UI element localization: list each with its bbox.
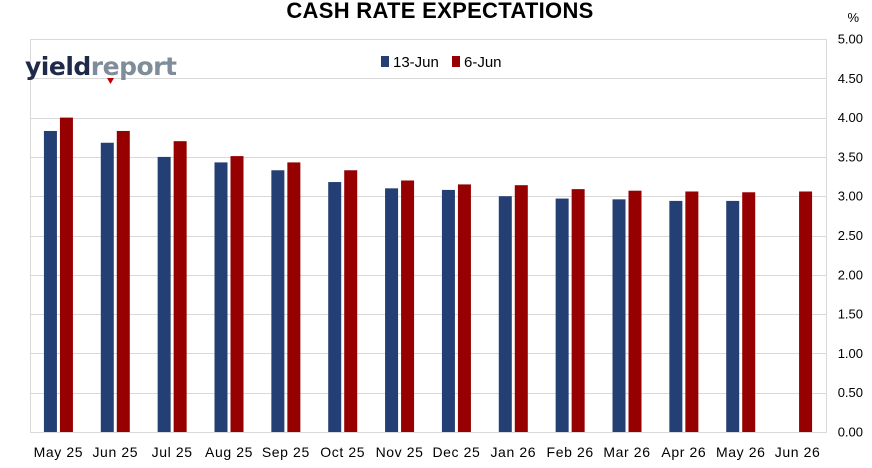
bar-series1 <box>441 189 455 432</box>
x-tick-label: Dec 25 <box>432 444 480 460</box>
y-tick-label: 3.50 <box>838 149 863 164</box>
x-tick-label: Apr 26 <box>661 444 706 460</box>
bar-series2 <box>287 162 301 433</box>
y-axis-ticks: 0.00 0.50 1.00 1.50 2.00 2.50 3.00 3.50 4.00 4.50… <box>838 32 863 440</box>
legend-label: 13-Jun <box>393 54 439 71</box>
bars <box>43 117 813 433</box>
x-tick-label: Aug 25 <box>205 444 253 460</box>
bar-series2 <box>344 170 358 432</box>
x-tick-label: May 26 <box>716 444 766 460</box>
legend-swatch <box>381 56 389 67</box>
plot-frame <box>30 39 827 433</box>
logo-accent-icon <box>107 78 114 84</box>
y-tick-label: 4.50 <box>838 71 863 86</box>
x-tick-label: Feb 26 <box>547 444 594 460</box>
bar-series2 <box>799 191 813 432</box>
chart-title: CASH RATE EXPECTATIONS <box>286 0 594 23</box>
x-tick-label: Oct 25 <box>320 444 365 460</box>
legend: 13-Jun 6-Jun <box>381 54 502 71</box>
bar-series2 <box>116 130 130 432</box>
bar-series1 <box>669 200 683 432</box>
bar-series1 <box>328 182 342 432</box>
x-tick-label: Jan 26 <box>490 444 536 460</box>
bar-series2 <box>173 141 187 432</box>
bar-series1 <box>157 156 171 432</box>
y-tick-label: 5.00 <box>838 32 863 47</box>
x-tick-label: Nov 25 <box>376 444 424 460</box>
bar-series1 <box>43 130 57 432</box>
y-tick-label: 3.00 <box>838 189 863 204</box>
x-tick-label: Jul 25 <box>152 444 193 460</box>
y-tick-label: 0.50 <box>838 385 863 400</box>
bar-series1 <box>726 200 740 432</box>
bar-series2 <box>514 185 528 432</box>
y-tick-label: 2.50 <box>838 228 863 243</box>
bar-series2 <box>685 191 699 432</box>
bar-series2 <box>401 180 415 432</box>
logo: yieldreport <box>25 52 177 84</box>
bar-series1 <box>214 162 228 433</box>
bar-series2 <box>628 190 642 432</box>
y-tick-label: 0.00 <box>838 425 863 440</box>
x-axis-ticks: May 25 Jun 25 Jul 25 Aug 25 Sep 25 Oct 25 Nov … <box>34 444 821 460</box>
bar-series2 <box>742 192 756 432</box>
y-tick-label: 4.00 <box>838 110 863 125</box>
x-tick-label: Jun 25 <box>92 444 138 460</box>
bar-series1 <box>271 170 285 432</box>
legend-label: 6-Jun <box>464 54 502 71</box>
bar-series2 <box>230 156 244 432</box>
bar-series1 <box>100 142 114 432</box>
gridlines <box>30 39 827 433</box>
x-tick-label: Mar 26 <box>603 444 650 460</box>
y-tick-label: 2.00 <box>838 267 863 282</box>
bar-series1 <box>555 198 569 432</box>
x-tick-label: Jun 26 <box>775 444 821 460</box>
bar-series1 <box>498 196 512 432</box>
logo-wordmark: yieldreport <box>25 52 177 81</box>
y-axis-label: % <box>847 10 859 25</box>
bar-series2 <box>457 184 471 432</box>
legend-swatch <box>452 56 460 67</box>
bar-series2 <box>571 189 585 432</box>
y-tick-label: 1.50 <box>838 307 863 322</box>
bar-series1 <box>612 199 626 432</box>
bar-series1 <box>385 188 399 432</box>
x-tick-label: Sep 25 <box>262 444 310 460</box>
y-tick-label: 1.00 <box>838 346 863 361</box>
x-tick-label: May 25 <box>34 444 84 460</box>
bar-series2 <box>59 117 73 432</box>
